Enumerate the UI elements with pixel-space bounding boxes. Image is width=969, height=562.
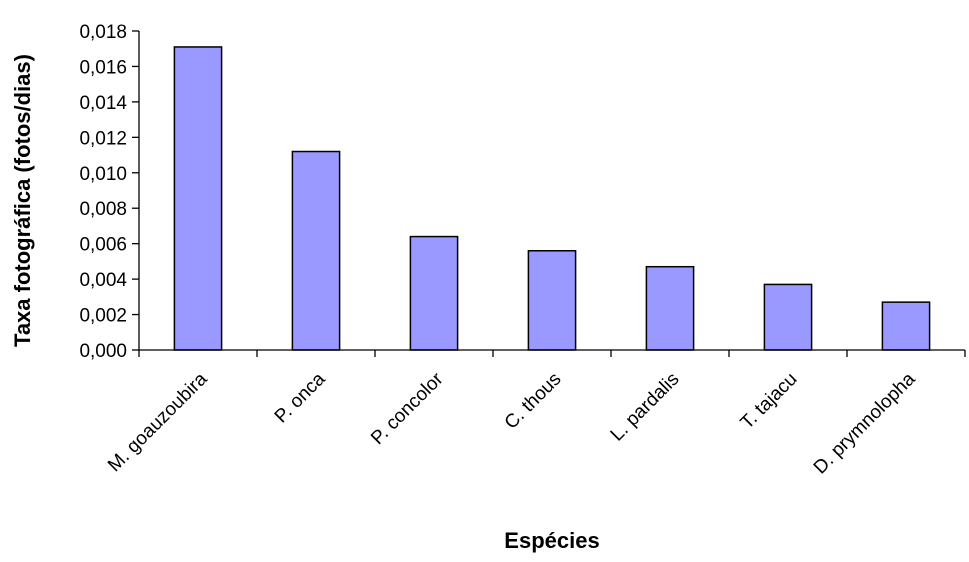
y-tick-label: 0,010 — [79, 164, 127, 185]
y-axis-title: Taxa fotográfica (fotos/dias) — [10, 54, 35, 347]
category-label: L. pardalis — [607, 369, 684, 446]
bar — [291, 150, 341, 351]
bar — [763, 283, 813, 351]
y-tick-label: 0,000 — [79, 341, 127, 362]
category-label: D. prymnolopha — [810, 368, 920, 478]
x-axis-title: Espécies — [504, 528, 599, 553]
y-tick-label: 0,004 — [79, 270, 127, 291]
bar — [881, 301, 931, 351]
y-tick-label: 0,006 — [79, 235, 127, 256]
category-label: T. tajacu — [737, 369, 802, 434]
category-label: C. thous — [501, 369, 566, 434]
bar — [645, 265, 695, 351]
bar — [527, 250, 577, 351]
y-tick-label: 0,008 — [79, 199, 127, 220]
bar — [409, 235, 459, 351]
category-label: P. concolor — [367, 368, 448, 449]
bar — [173, 46, 223, 351]
y-tick-label: 0,012 — [79, 128, 127, 149]
y-tick-label: 0,016 — [79, 57, 127, 78]
y-tick-label: 0,014 — [79, 93, 127, 114]
y-tick-label: 0,018 — [79, 22, 127, 43]
y-tick-label: 0,002 — [79, 306, 127, 327]
category-label: P. onca — [271, 368, 330, 427]
category-label: M. goauzoubira — [104, 368, 212, 476]
